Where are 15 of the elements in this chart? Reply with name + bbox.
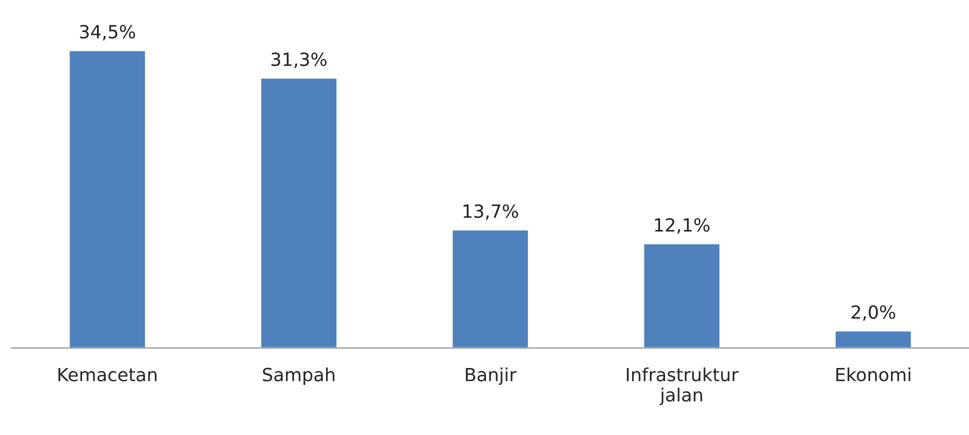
bar <box>451 229 530 348</box>
data-label: 13,7% <box>464 204 518 220</box>
data-label: 31,3% <box>272 52 327 68</box>
data-label: 2,0% <box>852 305 896 321</box>
data-label: 34,5% <box>80 24 136 40</box>
x-tick-label: Kemacetan <box>58 368 156 382</box>
x-tick-label: Banjir <box>466 367 516 385</box>
x-tick-label: Infrastruktur jalan <box>626 367 738 406</box>
x-tick-label: Ekonomi <box>836 367 910 382</box>
bar <box>834 330 912 348</box>
bar <box>260 77 338 348</box>
bar <box>642 242 721 348</box>
x-tick-label: Sampah <box>262 367 334 385</box>
bar <box>68 50 146 348</box>
data-label: 12,1% <box>655 218 710 234</box>
